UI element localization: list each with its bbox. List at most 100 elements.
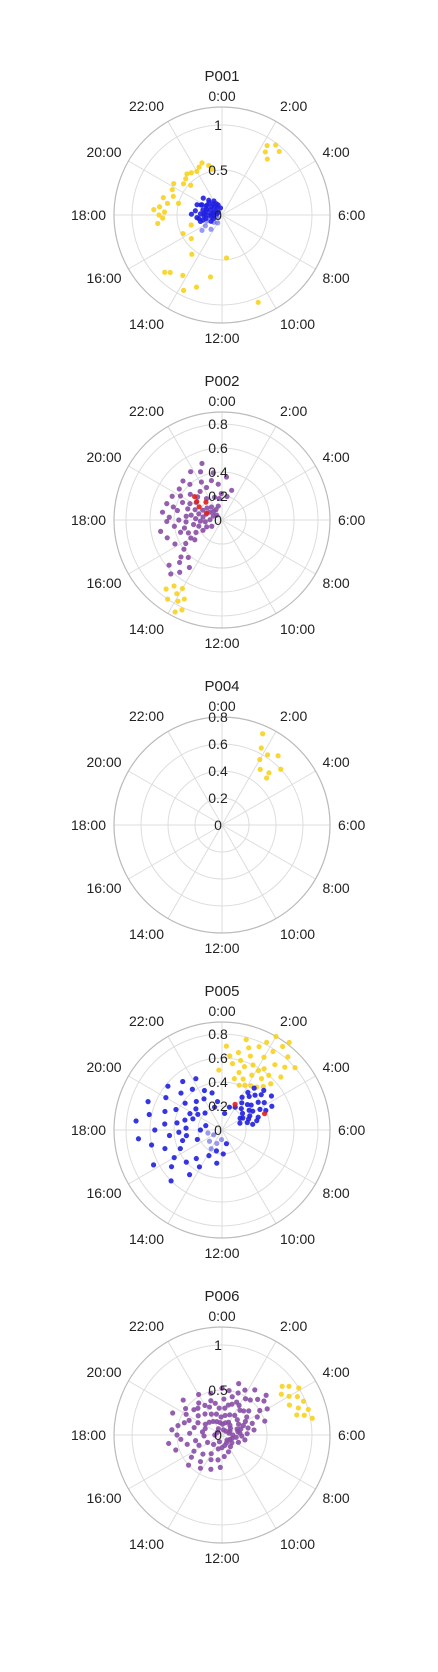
data-point xyxy=(263,1392,269,1398)
data-point xyxy=(204,524,210,530)
time-label: 8:00 xyxy=(322,270,349,286)
data-point xyxy=(221,1396,227,1402)
data-point xyxy=(204,510,210,516)
data-point xyxy=(255,299,261,305)
data-point xyxy=(178,554,184,560)
time-label: 16:00 xyxy=(86,880,121,896)
grid-spoke xyxy=(221,1129,277,1224)
data-point xyxy=(222,1412,228,1419)
radial-tick-label: 0.8 xyxy=(208,709,228,725)
data-point xyxy=(211,1104,218,1110)
data-point xyxy=(192,507,198,513)
grid-ring xyxy=(149,447,295,593)
data-point xyxy=(246,1093,252,1100)
data-point xyxy=(245,1089,251,1096)
radial-tick-label: 0.5 xyxy=(208,1382,228,1398)
data-point xyxy=(223,474,230,480)
data-point xyxy=(241,1408,247,1414)
chart-title: P001 xyxy=(204,68,239,85)
data-point xyxy=(242,1437,248,1443)
data-point xyxy=(206,162,212,169)
radial-tick-label: 1 xyxy=(214,1337,222,1353)
data-point xyxy=(266,770,272,776)
data-point xyxy=(174,591,180,597)
data-point xyxy=(226,1104,233,1110)
chart-title: P005 xyxy=(204,983,239,1000)
data-point xyxy=(207,207,214,213)
data-point xyxy=(255,1099,261,1105)
data-point xyxy=(186,1417,192,1423)
data-point xyxy=(219,1385,225,1391)
series-yellow xyxy=(151,142,282,305)
data-point xyxy=(173,1106,179,1113)
data-point xyxy=(226,1430,232,1436)
data-point xyxy=(150,1162,157,1168)
data-point xyxy=(193,1098,199,1105)
data-point xyxy=(211,1132,217,1138)
data-point xyxy=(196,1400,202,1406)
series-blue xyxy=(188,195,224,224)
data-point xyxy=(203,484,210,491)
data-point xyxy=(218,491,224,497)
time-label: 18:00 xyxy=(71,207,106,223)
data-point xyxy=(264,752,271,758)
data-point xyxy=(187,1430,193,1436)
time-label: 6:00 xyxy=(338,207,365,223)
data-point xyxy=(278,1074,284,1080)
data-point xyxy=(214,214,220,220)
data-point xyxy=(199,227,205,233)
grid-spoke xyxy=(128,1075,223,1131)
grid-spoke xyxy=(221,121,277,216)
data-point xyxy=(223,1043,229,1049)
data-point xyxy=(257,1407,263,1414)
data-point xyxy=(193,284,200,290)
data-point xyxy=(206,1153,212,1159)
data-point xyxy=(240,1076,246,1082)
data-point xyxy=(164,535,170,541)
data-point xyxy=(184,1441,190,1447)
data-point xyxy=(188,1454,195,1460)
data-point xyxy=(188,235,194,242)
radial-tick-label: 1 xyxy=(214,117,222,133)
time-label: 12:00 xyxy=(204,1550,239,1566)
time-label: 12:00 xyxy=(204,1245,239,1261)
grid-spoke xyxy=(167,519,223,614)
time-label: 10:00 xyxy=(280,926,315,942)
radial-tick-label: 0.8 xyxy=(208,1026,228,1042)
data-point xyxy=(199,460,205,467)
data-point xyxy=(247,1397,253,1403)
data-point xyxy=(183,513,189,519)
data-point xyxy=(223,1141,230,1147)
data-point xyxy=(296,1385,302,1391)
radial-tick-label: 0.6 xyxy=(208,1050,228,1066)
data-point xyxy=(185,1462,192,1468)
data-point xyxy=(166,1440,172,1447)
data-point xyxy=(222,1110,228,1117)
data-point xyxy=(208,1398,214,1404)
data-point xyxy=(170,504,176,510)
data-point xyxy=(242,1387,248,1393)
data-point xyxy=(278,1391,284,1397)
data-point xyxy=(197,1465,204,1471)
data-point xyxy=(180,272,186,278)
data-point xyxy=(260,1083,266,1090)
radial-tick-label: 0.5 xyxy=(208,162,228,178)
data-point xyxy=(197,518,204,524)
data-point xyxy=(224,493,230,500)
data-point xyxy=(188,182,194,188)
data-point xyxy=(202,1411,208,1417)
data-point xyxy=(172,609,178,615)
time-label: 6:00 xyxy=(338,1427,365,1443)
data-point xyxy=(286,1383,292,1389)
data-point xyxy=(162,1108,168,1115)
time-label: 0:00 xyxy=(208,1003,235,1019)
chart-title: P002 xyxy=(204,373,239,390)
data-point xyxy=(214,1160,220,1166)
data-point xyxy=(193,516,199,522)
data-point xyxy=(151,207,157,213)
data-point xyxy=(239,1110,246,1116)
data-point xyxy=(166,562,172,568)
data-point xyxy=(294,1412,300,1418)
data-point xyxy=(246,1045,252,1051)
